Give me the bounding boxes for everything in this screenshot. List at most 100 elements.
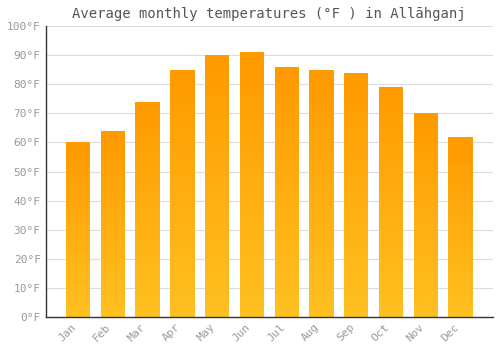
Bar	[136, 158, 160, 162]
Bar	[414, 121, 438, 126]
Bar	[274, 177, 299, 182]
Bar	[240, 74, 264, 79]
Bar	[448, 187, 472, 191]
Bar	[170, 213, 194, 218]
Bar	[66, 289, 90, 292]
Bar	[136, 183, 160, 188]
Bar	[274, 107, 299, 112]
Bar	[136, 119, 160, 123]
Bar	[100, 291, 125, 294]
Bar	[448, 299, 472, 302]
Bar	[274, 132, 299, 137]
Bar	[170, 90, 194, 95]
Bar	[170, 85, 194, 90]
Bar	[448, 140, 472, 144]
Bar	[344, 263, 368, 268]
Bar	[344, 268, 368, 273]
Bar	[205, 165, 230, 170]
Bar	[170, 164, 194, 169]
Bar	[448, 238, 472, 241]
Bar	[344, 307, 368, 312]
Bar	[136, 274, 160, 278]
Bar	[310, 174, 334, 178]
Bar	[136, 287, 160, 291]
Bar	[274, 82, 299, 87]
Bar	[344, 248, 368, 253]
Bar	[100, 179, 125, 183]
Bar	[344, 287, 368, 292]
Bar	[310, 262, 334, 267]
Bar	[448, 285, 472, 288]
Bar	[205, 301, 230, 306]
Bar	[170, 149, 194, 154]
Bar	[448, 259, 472, 263]
Bar	[310, 292, 334, 297]
Bar	[448, 151, 472, 155]
Bar	[136, 282, 160, 287]
Bar	[414, 187, 438, 191]
Bar	[136, 248, 160, 252]
Bar	[66, 160, 90, 163]
Bar	[448, 310, 472, 313]
Bar	[170, 312, 194, 317]
Bar	[379, 175, 403, 179]
Bar	[448, 227, 472, 230]
Bar	[100, 216, 125, 220]
Bar	[379, 115, 403, 119]
Bar	[205, 296, 230, 301]
Bar	[448, 277, 472, 281]
Bar	[414, 260, 438, 264]
Bar	[100, 131, 125, 135]
Bar	[205, 306, 230, 312]
Bar	[448, 274, 472, 277]
Bar	[136, 188, 160, 192]
Bar	[170, 243, 194, 248]
Bar	[274, 147, 299, 152]
Bar	[344, 112, 368, 117]
Bar	[379, 216, 403, 220]
Bar	[274, 97, 299, 102]
Bar	[274, 217, 299, 222]
Bar	[379, 312, 403, 317]
Bar	[448, 241, 472, 245]
Bar	[379, 124, 403, 128]
Bar	[310, 124, 334, 129]
Bar	[240, 100, 264, 105]
Bar	[100, 175, 125, 179]
Bar	[310, 119, 334, 124]
Bar	[170, 129, 194, 134]
Bar	[448, 209, 472, 212]
Bar	[344, 209, 368, 214]
Bar	[240, 148, 264, 153]
Bar	[240, 269, 264, 274]
Bar	[344, 175, 368, 180]
Bar	[136, 313, 160, 317]
Bar	[448, 202, 472, 205]
Bar	[170, 282, 194, 287]
Bar	[344, 131, 368, 136]
Bar	[136, 145, 160, 149]
Bar	[379, 308, 403, 312]
Bar	[379, 262, 403, 266]
Bar	[414, 118, 438, 121]
Bar	[344, 92, 368, 97]
Bar	[414, 203, 438, 207]
Bar	[274, 277, 299, 282]
Bar	[205, 202, 230, 207]
Bar	[414, 178, 438, 183]
Bar	[100, 202, 125, 205]
Bar	[170, 75, 194, 80]
Bar	[66, 191, 90, 195]
Bar	[310, 70, 334, 75]
Bar	[66, 219, 90, 223]
Bar	[170, 124, 194, 129]
Bar	[136, 205, 160, 209]
Bar	[205, 139, 230, 144]
Bar	[66, 212, 90, 216]
Bar	[205, 97, 230, 103]
Bar	[205, 160, 230, 165]
Bar	[240, 137, 264, 142]
Bar	[379, 285, 403, 289]
Bar	[240, 79, 264, 84]
Bar	[414, 272, 438, 276]
